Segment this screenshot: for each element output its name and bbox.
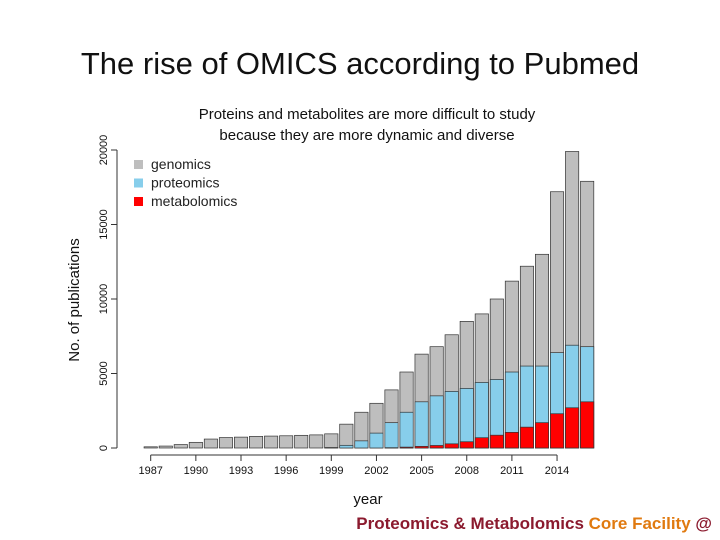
bar-genomics-1998	[309, 434, 324, 449]
bar-proteomics-2007	[444, 391, 459, 449]
legend-swatch-proteomics	[134, 178, 143, 188]
footer-text-part-3: @	[695, 514, 712, 533]
subtitle-line-2: because they are more dynamic and divers…	[219, 127, 515, 144]
x-tick-label-1987: 1987	[138, 465, 162, 477]
bar-proteomics-2000	[339, 444, 354, 449]
footer-text-part-2: Core Facility	[588, 514, 691, 533]
legend-label-proteomics: proteomics	[151, 175, 219, 191]
bar-proteomics-2002	[369, 432, 384, 449]
y-tick-label-5000: 5000	[98, 361, 110, 385]
bar-metabolomics-2006	[429, 445, 444, 449]
y-tick-label-15000: 15000	[98, 209, 110, 240]
bar-proteomics-2006	[429, 395, 444, 449]
bar-genomics-1990	[188, 441, 203, 449]
slide-title: The rise of OMICS according to Pubmed	[80, 46, 640, 81]
x-axis: 1987 1990 1993 1996 1999 2002 2005 2008 2011 2014	[138, 454, 569, 477]
bars-group	[143, 151, 595, 449]
bar-metabolomics-2013	[534, 422, 549, 449]
bar-genomics-1987	[143, 446, 158, 449]
bar-metabolomics-2010	[489, 434, 504, 449]
legend-label-genomics: genomics	[151, 156, 211, 172]
bar-proteomics-2008	[459, 388, 474, 449]
x-tick-label-2008: 2008	[455, 465, 479, 477]
slide-subtitle: Proteins and metabolites are more diffic…	[120, 104, 614, 146]
bar-genomics-1991	[203, 438, 218, 449]
legend-swatch-metabolomics	[134, 197, 143, 206]
x-tick-label-2002: 2002	[364, 465, 388, 477]
bar-metabolomics-2007	[444, 443, 459, 449]
x-tick-label-1990: 1990	[184, 465, 208, 477]
bar-metabolomics-2005	[414, 446, 429, 449]
bar-genomics-1999	[324, 433, 339, 449]
x-axis-label: year	[353, 491, 382, 508]
bar-metabolomics-2016	[580, 401, 595, 449]
bar-genomics-1989	[173, 444, 188, 449]
x-tick-label-2011: 2011	[500, 465, 524, 477]
footer-text-part-1: Proteomics & Metabolomics	[356, 514, 584, 533]
y-tick-label-0: 0	[98, 445, 110, 451]
y-axis-label: No. of publications	[66, 238, 83, 361]
x-tick-label-1993: 1993	[229, 465, 253, 477]
bar-genomics-1995	[264, 435, 279, 449]
bar-metabolomics-2008	[459, 441, 474, 449]
bar-metabolomics-2014	[550, 413, 565, 449]
x-tick-label-1999: 1999	[319, 465, 343, 477]
bar-proteomics-2005	[414, 401, 429, 449]
x-tick-label-2014: 2014	[545, 465, 569, 477]
y-axis: 0 5000 10000 15000 20000	[98, 135, 118, 451]
x-tick-label-1996: 1996	[274, 465, 298, 477]
bar-proteomics-2003	[384, 422, 399, 449]
bar-genomics-1988	[158, 445, 173, 449]
bar-genomics-1996	[279, 435, 294, 449]
bar-metabolomics-2012	[519, 426, 534, 449]
x-tick-label-2005: 2005	[409, 465, 433, 477]
bar-genomics-1994	[249, 436, 264, 449]
y-tick-label-20000: 20000	[98, 135, 110, 166]
bar-proteomics-2001	[354, 440, 369, 449]
bar-metabolomics-2009	[474, 437, 489, 449]
bar-genomics-1997	[294, 434, 309, 449]
bar-metabolomics-2015	[565, 407, 580, 449]
bar-metabolomics-2004	[399, 446, 414, 449]
legend-swatch-genomics	[134, 160, 143, 169]
subtitle-line-1: Proteins and metabolites are more diffic…	[198, 106, 536, 123]
bar-genomics-2000	[339, 423, 354, 449]
bar-metabolomics-2011	[504, 432, 519, 449]
bar-genomics-1993	[234, 436, 249, 449]
legend: genomics proteomics metabolomics	[134, 156, 237, 209]
bar-proteomics-2004	[399, 411, 414, 449]
footer-facility-name: Proteomics & Metabolomics Core Facility …	[356, 514, 712, 534]
legend-label-metabolomics: metabolomics	[151, 193, 237, 209]
y-tick-label-10000: 10000	[98, 284, 110, 315]
bar-genomics-1992	[218, 437, 233, 449]
